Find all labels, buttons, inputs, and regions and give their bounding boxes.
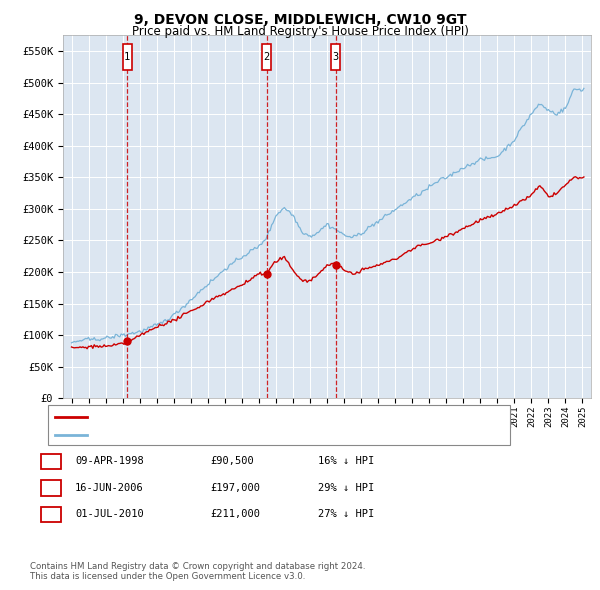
Text: 16-JUN-2006: 16-JUN-2006 [75,483,144,493]
Text: £90,500: £90,500 [210,457,254,466]
Text: 01-JUL-2010: 01-JUL-2010 [75,510,144,519]
Text: 16% ↓ HPI: 16% ↓ HPI [318,457,374,466]
Text: 1: 1 [48,457,54,466]
Text: 27% ↓ HPI: 27% ↓ HPI [318,510,374,519]
Text: 3: 3 [332,52,338,62]
FancyBboxPatch shape [262,44,271,70]
Text: 2: 2 [263,52,270,62]
Text: 29% ↓ HPI: 29% ↓ HPI [318,483,374,493]
Text: 9, DEVON CLOSE, MIDDLEWICH, CW10 9GT (detached house): 9, DEVON CLOSE, MIDDLEWICH, CW10 9GT (de… [94,412,406,422]
Text: 9, DEVON CLOSE, MIDDLEWICH, CW10 9GT: 9, DEVON CLOSE, MIDDLEWICH, CW10 9GT [134,13,466,27]
Text: 2: 2 [48,483,54,493]
FancyBboxPatch shape [122,44,132,70]
Text: £211,000: £211,000 [210,510,260,519]
Text: £197,000: £197,000 [210,483,260,493]
Text: Price paid vs. HM Land Registry's House Price Index (HPI): Price paid vs. HM Land Registry's House … [131,25,469,38]
Text: 1: 1 [124,52,130,62]
FancyBboxPatch shape [331,44,340,70]
Text: 09-APR-1998: 09-APR-1998 [75,457,144,466]
Text: 3: 3 [48,510,54,519]
Text: Contains HM Land Registry data © Crown copyright and database right 2024.
This d: Contains HM Land Registry data © Crown c… [30,562,365,581]
Text: HPI: Average price, detached house, Cheshire East: HPI: Average price, detached house, Ches… [94,431,382,440]
